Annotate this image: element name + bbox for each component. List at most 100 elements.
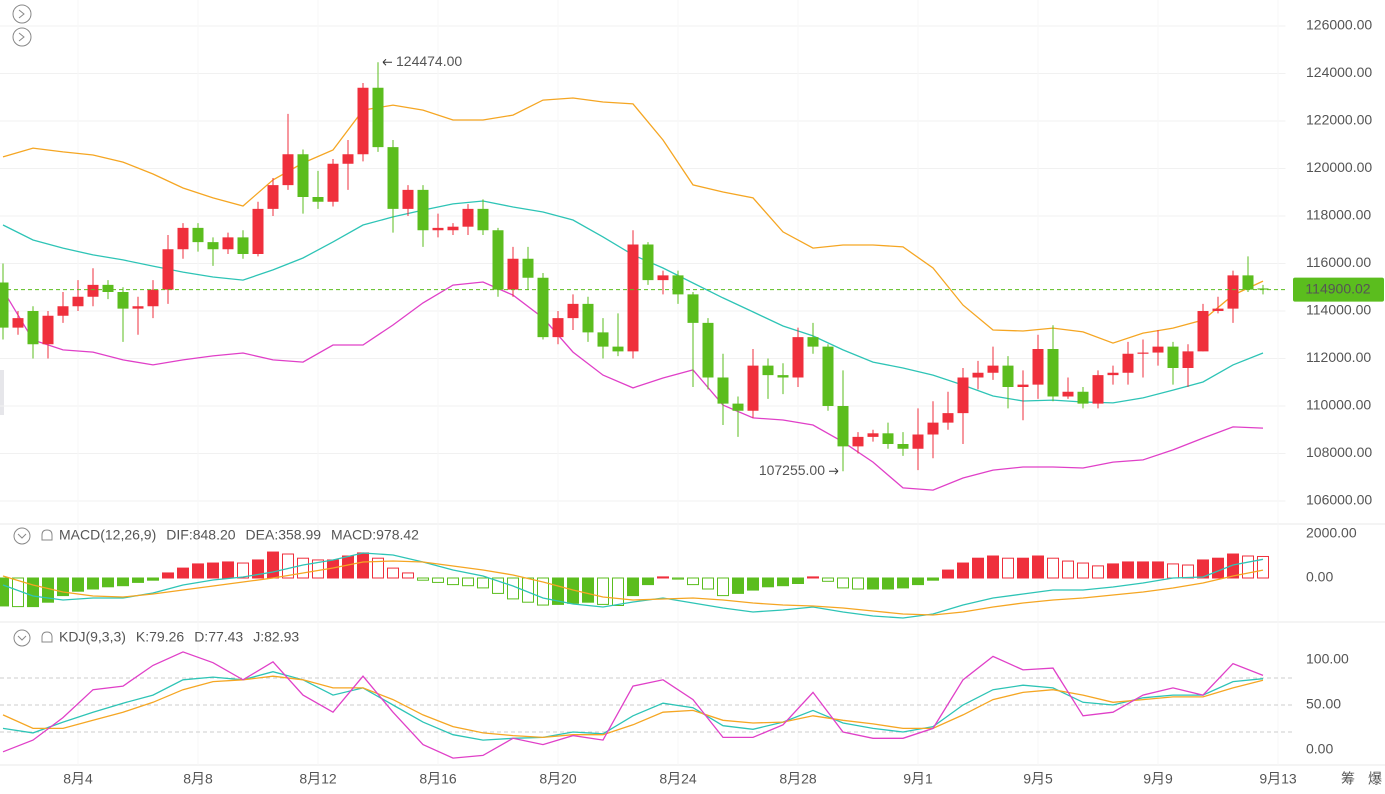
indicator-line xyxy=(2,651,1264,759)
footer-icon[interactable]: 筹 xyxy=(1341,771,1355,787)
macd-bar xyxy=(597,577,609,605)
macd-bar xyxy=(1257,555,1269,579)
candle-body xyxy=(1107,372,1119,376)
candle-body xyxy=(852,436,864,447)
candle-body xyxy=(327,163,339,202)
annotation-arrow xyxy=(829,467,839,475)
candle-body xyxy=(1092,375,1104,404)
x-tick-label: 8月24 xyxy=(659,771,697,787)
candle-body xyxy=(957,377,969,414)
macd-bar xyxy=(642,577,654,586)
candle-body xyxy=(762,365,774,376)
macd-bar xyxy=(222,561,234,579)
candle-body xyxy=(0,282,9,328)
macd-bar xyxy=(342,555,354,579)
macd-bar xyxy=(192,563,204,579)
legend-label: J:82.93 xyxy=(253,629,299,645)
macd-bar xyxy=(852,577,864,590)
candle-body xyxy=(1047,349,1059,397)
nav-icon[interactable] xyxy=(12,4,32,24)
macd-bar xyxy=(792,577,804,584)
macd-bar xyxy=(777,577,789,587)
candle-body xyxy=(927,422,939,435)
candle-body xyxy=(57,306,69,316)
macd-bar xyxy=(357,552,369,579)
candle-body xyxy=(387,147,399,209)
macd-bar xyxy=(867,577,879,590)
x-tick-label: 9月13 xyxy=(1259,771,1297,787)
macd-bar xyxy=(552,577,564,605)
legend-label: K:79.26 xyxy=(136,629,184,645)
candle-body xyxy=(537,277,549,338)
x-tick-label: 8月8 xyxy=(183,771,213,787)
candle-body xyxy=(207,242,219,250)
macd-bar xyxy=(87,577,99,590)
macd-bar xyxy=(882,577,894,590)
candle-body xyxy=(1182,351,1194,368)
candle-body xyxy=(1227,275,1239,309)
candle-body xyxy=(222,237,234,250)
candle-body xyxy=(342,154,354,164)
x-tick-label: 9月5 xyxy=(1023,771,1053,787)
collapse-icon xyxy=(13,629,31,647)
nav-icon[interactable] xyxy=(12,27,32,47)
macd-bar xyxy=(162,572,174,579)
candle-body xyxy=(1017,384,1029,387)
legend-label: MACD(12,26,9) xyxy=(59,527,156,543)
macd-bar xyxy=(897,577,909,589)
legend-label: DIF:848.20 xyxy=(166,527,235,543)
candle-body xyxy=(912,434,924,449)
indicator-line xyxy=(2,671,1264,741)
macd-bar xyxy=(1017,557,1029,579)
legend-label: D:77.43 xyxy=(194,629,243,645)
macd-bar xyxy=(492,577,504,594)
y-tick-label: 118000.00 xyxy=(1306,207,1371,223)
y-tick-label: 112000.00 xyxy=(1306,349,1371,365)
candle-body xyxy=(462,208,474,227)
candle-body xyxy=(657,275,669,281)
candle-body xyxy=(237,237,249,254)
indicator-line xyxy=(2,281,1264,491)
macd-bar xyxy=(252,559,264,579)
macd-bar xyxy=(297,557,309,579)
y-tick-label: 126000.00 xyxy=(1306,17,1372,33)
macd-bar xyxy=(1212,557,1224,579)
legend-label: KDJ(9,3,3) xyxy=(59,629,126,645)
macd-bar xyxy=(1047,557,1059,579)
candle-body xyxy=(177,227,189,250)
macd-bar xyxy=(687,577,699,586)
macd-bar xyxy=(1122,561,1134,579)
candle-body xyxy=(507,258,519,290)
candle-body xyxy=(1242,275,1254,290)
last-price-label: 114900.02 xyxy=(1305,280,1370,296)
macd-bar xyxy=(1137,561,1149,579)
y-tick-label: 0.00 xyxy=(1306,569,1333,585)
candle-body xyxy=(747,365,759,411)
macd-bar xyxy=(177,567,189,579)
candle-body xyxy=(897,444,909,449)
candle-body xyxy=(987,365,999,373)
legend-label: DEA:358.99 xyxy=(246,527,322,543)
macd-bar xyxy=(612,577,624,606)
y-tick-label: 100.00 xyxy=(1306,651,1349,667)
candle-body xyxy=(567,303,579,319)
x-tick-label: 8月12 xyxy=(299,771,337,787)
macd-bar xyxy=(1092,565,1104,579)
candle-body xyxy=(807,337,819,347)
macd-bar xyxy=(747,577,759,591)
candle-body xyxy=(1167,346,1179,368)
macd-bar xyxy=(957,562,969,579)
indicator-line xyxy=(2,675,1264,739)
candle-body xyxy=(627,244,639,352)
candle-body xyxy=(882,433,894,444)
macd-bar xyxy=(1182,564,1194,579)
macd-bar xyxy=(1062,560,1074,579)
macd-bar xyxy=(672,577,684,580)
candle-body xyxy=(837,406,849,447)
x-tick-label: 9月9 xyxy=(1143,771,1173,787)
footer-icon[interactable]: 爆 xyxy=(1368,771,1382,787)
y-tick-label: 122000.00 xyxy=(1306,112,1372,128)
macd-bar xyxy=(717,577,729,597)
y-tick-label: 106000.00 xyxy=(1306,492,1372,508)
